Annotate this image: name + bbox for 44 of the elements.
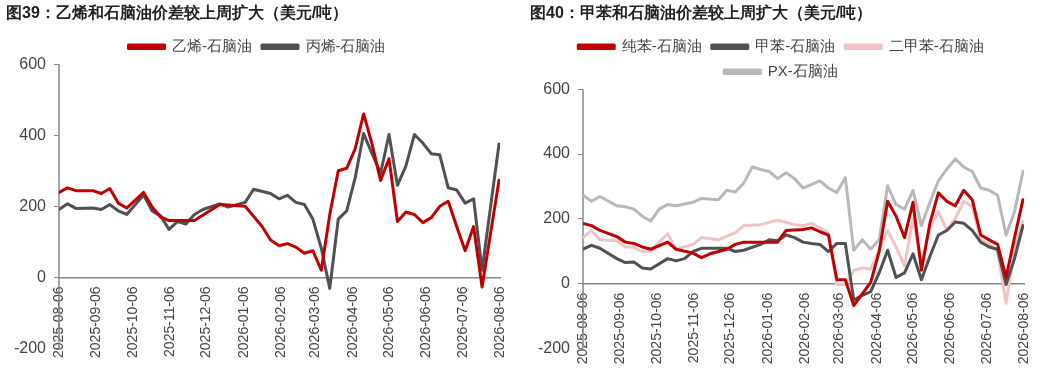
y-tick-label: 400 — [543, 144, 571, 162]
x-tick-label: 2026-05-06 — [379, 286, 396, 358]
legend-label: 甲苯-石脑油 — [755, 36, 836, 54]
x-tick-label: 2025-10-06 — [123, 286, 140, 358]
chart-title: 图40：甲苯和石脑油价差较上周扩大（美元/吨） — [530, 3, 873, 23]
legend-label: 二甲苯-石脑油 — [888, 36, 984, 54]
y-tick-label: 0 — [37, 267, 47, 285]
x-tick-label: 2026-03-06 — [830, 292, 847, 365]
x-tick-label: 2026-08-06 — [491, 286, 508, 358]
x-tick-label: 2026-06-06 — [941, 292, 958, 365]
x-tick-label: 2025-11-06 — [685, 292, 702, 364]
y-tick-label: 600 — [543, 79, 571, 97]
y-tick-label: 200 — [19, 196, 47, 214]
x-tick-label: 2025-08-06 — [49, 286, 66, 358]
x-tick-label: 2026-04-06 — [867, 292, 884, 365]
x-tick-label: 2025-09-06 — [87, 286, 104, 358]
x-tick-label: 2026-05-06 — [903, 292, 920, 365]
y-tick-label: 200 — [543, 209, 571, 227]
legend-label: 丙烯-石脑油 — [305, 36, 386, 54]
x-tick-label: 2025-08-06 — [573, 292, 590, 365]
x-tick-label: 2025-12-06 — [197, 286, 214, 358]
x-tick-label: 2026-02-06 — [796, 292, 813, 365]
legend-label: 乙烯-石脑油 — [172, 36, 252, 54]
y-tick-label: 600 — [19, 54, 47, 72]
x-tick-label: 2026-07-06 — [453, 286, 470, 358]
y-tick-label: -200 — [13, 338, 47, 356]
x-tick-label: 2026-01-06 — [234, 286, 251, 358]
x-tick-label: 2026-06-06 — [417, 286, 434, 358]
y-tick-label: -200 — [537, 338, 571, 356]
x-tick-label: 2025-09-06 — [611, 292, 628, 365]
legend-label: PX-石脑油 — [767, 61, 838, 79]
x-tick-label: 2025-12-06 — [721, 292, 738, 365]
x-tick-label: 2026-04-06 — [343, 286, 360, 358]
legend-label: 纯苯-石脑油 — [621, 36, 702, 54]
x-tick-label: 2025-11-06 — [161, 286, 178, 357]
x-tick-label: 2026-01-06 — [758, 292, 775, 365]
x-tick-label: 2025-10-06 — [647, 292, 664, 365]
x-tick-label: 2026-08-06 — [1015, 292, 1032, 365]
x-tick-label: 2026-02-06 — [272, 286, 289, 358]
y-tick-label: 400 — [19, 125, 47, 143]
y-tick-label: 0 — [561, 274, 571, 292]
chart-title: 图39：乙烯和石脑油价差较上周扩大（美元/吨） — [6, 3, 349, 23]
x-tick-label: 2026-03-06 — [306, 286, 323, 358]
x-tick-label: 2026-07-06 — [977, 292, 994, 365]
